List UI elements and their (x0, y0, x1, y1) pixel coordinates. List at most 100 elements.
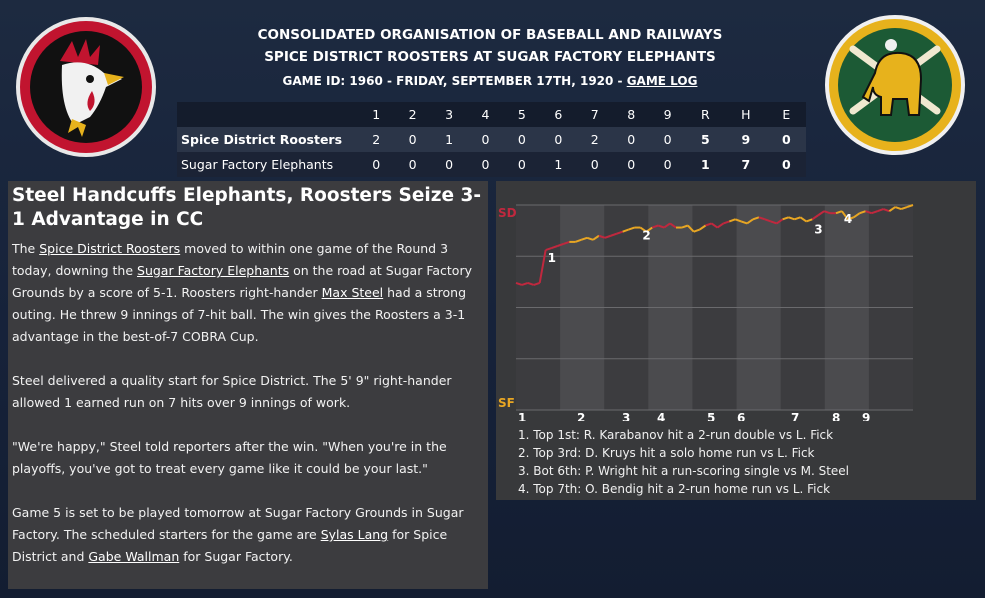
article-text: on the road at Sugar Factory Grounds by … (12, 263, 472, 300)
probability-line-segment (811, 214, 819, 221)
inning-runs: 0 (467, 127, 504, 152)
probability-line-segment (527, 281, 535, 286)
key-plays-list: 1. Top 1st: R. Karabanov hit a 2-run dou… (518, 426, 849, 498)
x-tick-label: 5 (707, 411, 715, 421)
rooster-logo-icon[interactable] (16, 17, 156, 157)
x-tick-label: 9 (862, 411, 870, 421)
probability-line-segment (669, 222, 677, 229)
probability-line-segment (746, 218, 754, 225)
game-log-link[interactable]: GAME LOG (626, 74, 698, 88)
inning-runs: 0 (576, 152, 613, 177)
key-play-item: 2. Top 3rd: D. Kruys hit a solo home run… (518, 446, 815, 460)
probability-line-segment (557, 243, 564, 247)
column-header: 1 (358, 102, 395, 127)
team-name[interactable]: Spice District Roosters (177, 127, 358, 152)
game-id-date: GAME ID: 1960 - FRIDAY, SEPTEMBER 17TH, … (282, 74, 627, 88)
article-paragraph-3: "We're happy," Steel told reporters afte… (12, 439, 447, 476)
x-tick-label: 3 (622, 411, 630, 421)
article-text: had a strong outing. He threw 9 innings … (12, 285, 467, 344)
column-header: 8 (612, 102, 650, 127)
probability-line-segment (645, 226, 653, 233)
probability-line-segment (888, 206, 896, 212)
article-text: Game 5 is set to be played tomorrow at S… (12, 505, 464, 542)
x-tick-label: 2 (577, 411, 585, 421)
probability-line-segment (871, 210, 878, 215)
article-text: for Sugar Factory. (179, 549, 293, 564)
probability-line-segment (533, 281, 541, 286)
article-text: for Spice District and (12, 527, 448, 564)
probability-line-segment (574, 238, 582, 243)
total-h: 9 (724, 127, 767, 152)
article-text: moved to within one game of the Round 3 … (12, 241, 449, 278)
column-header: 9 (649, 102, 686, 127)
probability-line-segment (551, 245, 558, 249)
probability-line-segment (610, 232, 618, 237)
linescore-row: Sugar Factory Elephants 0 0 0 0 0 1 0 0 0 1 7 0 (177, 152, 806, 177)
inning-runs: 0 (612, 152, 650, 177)
probability-line-segment (710, 222, 719, 229)
column-header: E (766, 102, 806, 127)
probability-line-segment (616, 230, 623, 235)
x-tick-label: 4 (657, 411, 665, 421)
inning-runs: 0 (649, 127, 686, 152)
probability-line-segment (586, 236, 594, 241)
probability-line-segment (580, 236, 588, 241)
key-play-item: 1. Top 1st: R. Karabanov hit a 2-run dou… (518, 428, 834, 442)
inning-runs: 0 (503, 152, 541, 177)
column-header: H (724, 102, 767, 127)
probability-line-segment (693, 228, 701, 233)
rooster-head-icon (60, 39, 124, 137)
probability-line-segment (847, 216, 855, 221)
probability-line-segment (788, 216, 795, 221)
probability-line-segment (817, 210, 825, 217)
probability-line-segment (740, 220, 748, 225)
inning-runs: 0 (612, 127, 650, 152)
player-link-gabe-wallman[interactable]: Gabe Wallman (88, 549, 180, 564)
total-e: 0 (766, 152, 806, 177)
team-link-elephants[interactable]: Sugar Factory Elephants (137, 263, 290, 278)
probability-line-segment (770, 220, 778, 225)
probability-line-segment (663, 222, 671, 229)
team-name[interactable]: Sugar Factory Elephants (177, 152, 358, 177)
elephant-logo-icon[interactable] (825, 15, 965, 155)
column-header: 5 (503, 102, 541, 127)
key-play-marker: 2 (642, 229, 650, 243)
column-header: 2 (394, 102, 431, 127)
linescore-table: 1 2 3 4 5 6 7 8 9 R H E Spice District Roosters 2 0 1 0 0… (177, 102, 806, 177)
probability-line-segment (687, 224, 695, 233)
player-link-max-steel[interactable]: Max Steel (321, 285, 384, 300)
probability-line-segment (865, 210, 872, 215)
probability-line-segment (799, 216, 807, 223)
probability-line-segment (545, 247, 552, 252)
probability-line-segment (628, 226, 635, 231)
total-e: 0 (766, 127, 806, 152)
probability-line-segment (734, 218, 742, 223)
inning-runs: 0 (467, 152, 504, 177)
player-link-sylas-lang[interactable]: Sylas Lang (320, 527, 389, 542)
probability-line-segment (835, 210, 843, 215)
probability-line-segment (906, 204, 914, 208)
probability-line-segment (776, 218, 784, 225)
team-link-roosters[interactable]: Spice District Roosters (39, 241, 181, 256)
key-play-marker: 1 (548, 251, 556, 265)
probability-line-segment (728, 218, 736, 223)
probability-line-segment (563, 240, 570, 245)
probability-line-segment (853, 212, 861, 219)
probability-line-segment (681, 224, 689, 229)
probability-line-segment (699, 224, 707, 231)
total-r: 1 (685, 152, 725, 177)
article-paragraph-1: The Spice District Roosters moved to wit… (12, 238, 484, 348)
x-tick-label: 8 (832, 411, 840, 421)
inning-runs: 0 (394, 152, 431, 177)
probability-line-segment (794, 216, 801, 221)
probability-line-segment (604, 234, 612, 239)
probability-line-segment (639, 226, 647, 233)
probability-line-segment (859, 210, 866, 215)
probability-line-segment (894, 206, 902, 211)
inning-runs: 0 (430, 152, 468, 177)
article-title: Steel Handcuffs Elephants, Roosters Seiz… (12, 185, 482, 230)
probability-line-segment (538, 249, 547, 284)
key-play-marker: 3 (814, 222, 822, 236)
inning-runs: 1 (540, 152, 577, 177)
bottom-team-label: SF (498, 396, 515, 410)
